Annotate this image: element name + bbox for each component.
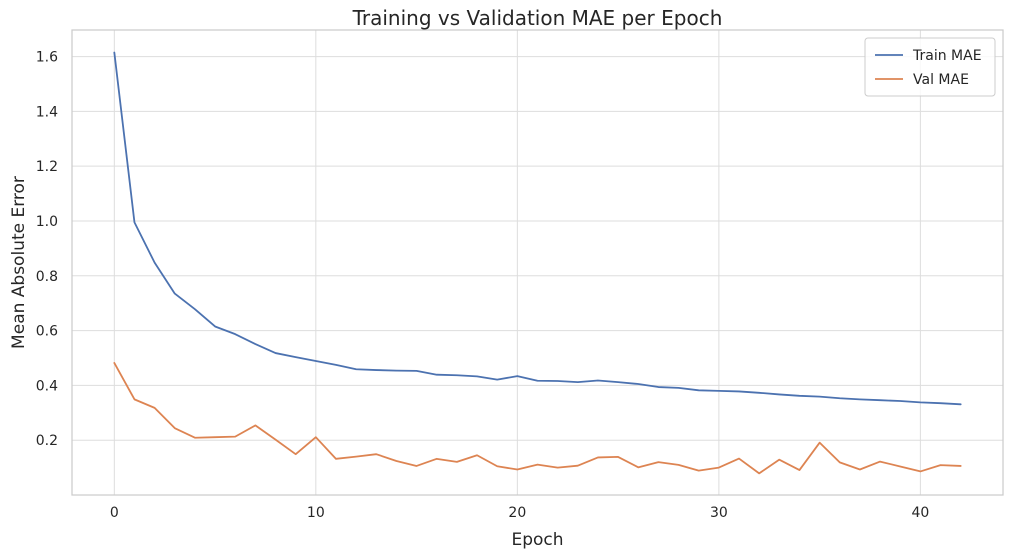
y-tick-label: 1.4 [36,104,58,120]
legend-box [864,37,996,97]
y-tick-label: 0.8 [36,269,58,285]
x-tick-label: 40 [911,505,929,521]
legend: Train MAE Val MAE [864,37,996,97]
x-tick-label: 10 [307,505,325,521]
series-layer [113,51,962,475]
chart-title: Training vs Validation MAE per Epoch [352,6,723,30]
tick-layer: 0 10 20 30 40 0.2 0.4 0.6 0.8 1.0 1.2 1.4 1.6 [36,50,930,521]
series-line-val-mae [113,362,962,475]
legend-label-train-mae: Train MAE [912,48,982,64]
y-tick-label: 0.4 [36,378,58,394]
y-tick-label: 1.2 [36,159,58,175]
x-axis-label: Epoch [511,530,563,550]
x-tick-label: 20 [508,505,526,521]
series-line-train-mae [113,51,962,406]
grid-layer [72,30,1003,495]
x-tick-label: 30 [710,505,728,521]
y-tick-label: 0.6 [36,324,58,340]
x-tick-label: 0 [110,505,119,521]
y-axis-label: Mean Absolute Error [9,176,29,349]
plot-frame [71,29,1004,496]
y-tick-label: 1.0 [36,214,58,230]
y-tick-label: 1.6 [36,50,58,66]
legend-label-val-mae: Val MAE [913,72,969,88]
y-tick-label: 0.2 [36,433,58,449]
